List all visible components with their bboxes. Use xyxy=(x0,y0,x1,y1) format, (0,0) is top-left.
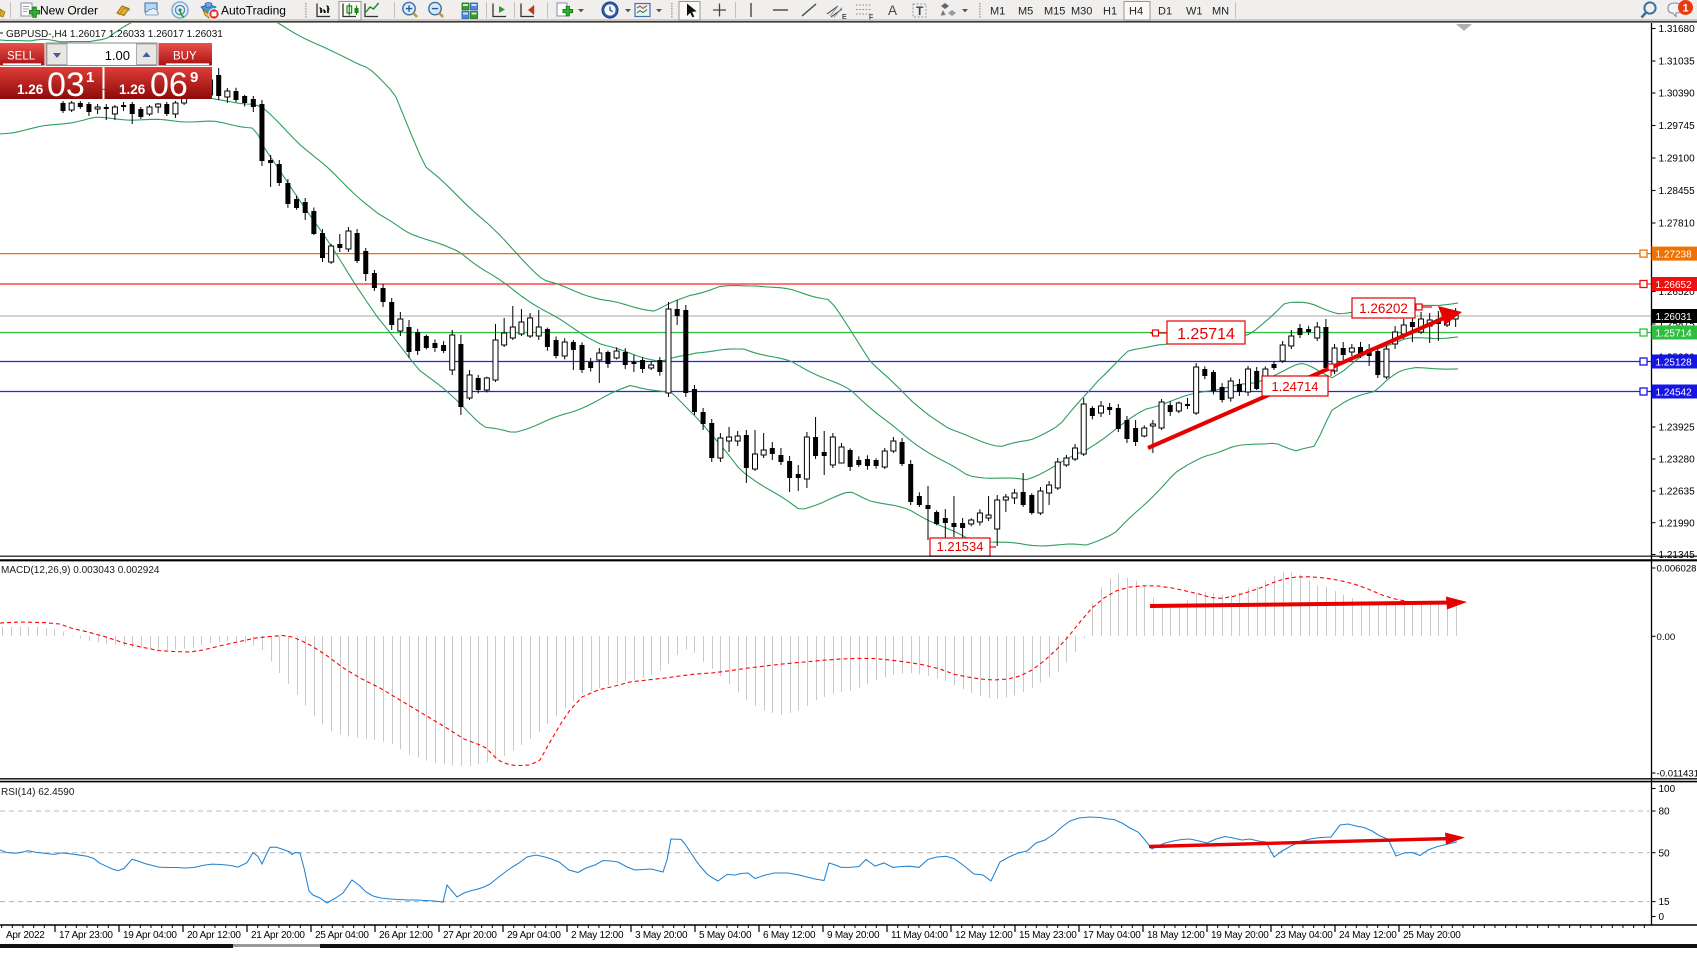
svg-text:15 May 23:00: 15 May 23:00 xyxy=(1019,930,1077,941)
svg-text:1.27238: 1.27238 xyxy=(1656,249,1693,260)
svg-text:26 Apr 12:00: 26 Apr 12:00 xyxy=(379,930,433,941)
svg-text:T: T xyxy=(916,4,924,18)
svg-text:-0.011431: -0.011431 xyxy=(1657,769,1697,780)
svg-text:3 May 20:00: 3 May 20:00 xyxy=(635,930,688,941)
svg-text:M1: M1 xyxy=(990,6,1005,18)
svg-text:W1: W1 xyxy=(1186,6,1203,18)
svg-text:6 May 12:00: 6 May 12:00 xyxy=(763,930,816,941)
svg-text:2 May 12:00: 2 May 12:00 xyxy=(571,930,624,941)
svg-text:18 May 12:00: 18 May 12:00 xyxy=(1147,930,1205,941)
svg-text:17 May 04:00: 17 May 04:00 xyxy=(1083,930,1141,941)
svg-text:1.26: 1.26 xyxy=(17,82,44,97)
svg-text:24 May 12:00: 24 May 12:00 xyxy=(1339,930,1397,941)
svg-text:New Order: New Order xyxy=(40,4,98,18)
svg-text:11 May 04:00: 11 May 04:00 xyxy=(891,930,949,941)
svg-text:M30: M30 xyxy=(1071,6,1092,18)
svg-text:0.00: 0.00 xyxy=(1657,632,1676,643)
svg-text:GBPUSD-,H4 1.26017 1.26033 1.: GBPUSD-,H4 1.26017 1.26033 1.26017 1.260… xyxy=(6,29,223,40)
svg-text:5 May 04:00: 5 May 04:00 xyxy=(699,930,752,941)
svg-text:1: 1 xyxy=(86,69,94,86)
svg-text:15: 15 xyxy=(1659,897,1671,908)
svg-text:D1: D1 xyxy=(1158,6,1172,18)
svg-text:29 Apr 04:00: 29 Apr 04:00 xyxy=(507,930,561,941)
svg-text:E: E xyxy=(842,14,847,21)
svg-text:1.29745: 1.29745 xyxy=(1659,121,1696,132)
svg-text:1.31680: 1.31680 xyxy=(1659,24,1696,35)
svg-text:12 May 12:00: 12 May 12:00 xyxy=(955,930,1013,941)
svg-text:1.27810: 1.27810 xyxy=(1659,219,1696,230)
svg-text:1.25128: 1.25128 xyxy=(1656,357,1693,368)
svg-text:1.24714: 1.24714 xyxy=(1272,379,1319,394)
svg-text:27 Apr 20:00: 27 Apr 20:00 xyxy=(443,930,497,941)
svg-text:06: 06 xyxy=(150,66,188,104)
svg-text:17 Apr 23:00: 17 Apr 23:00 xyxy=(59,930,113,941)
svg-text:SELL: SELL xyxy=(7,51,36,63)
svg-text:0: 0 xyxy=(1659,912,1665,923)
svg-text:H4: H4 xyxy=(1129,6,1143,18)
svg-text:03: 03 xyxy=(47,66,85,104)
svg-text:23 May 04:00: 23 May 04:00 xyxy=(1275,930,1333,941)
svg-text:1.21345: 1.21345 xyxy=(1659,550,1696,561)
svg-text:M5: M5 xyxy=(1018,6,1033,18)
svg-text:1.26031: 1.26031 xyxy=(1656,312,1693,323)
svg-text:AutoTrading: AutoTrading xyxy=(221,4,286,18)
svg-text:A: A xyxy=(888,3,897,18)
svg-text:9 May 20:00: 9 May 20:00 xyxy=(827,930,880,941)
svg-text:1.26202: 1.26202 xyxy=(1359,301,1408,316)
svg-text:1.21990: 1.21990 xyxy=(1659,518,1696,529)
svg-text:1.00: 1.00 xyxy=(105,48,130,63)
svg-text:1.26: 1.26 xyxy=(119,82,146,97)
svg-text:50: 50 xyxy=(1659,848,1671,859)
svg-text:19 Apr 04:00: 19 Apr 04:00 xyxy=(123,930,177,941)
svg-text:1.29100: 1.29100 xyxy=(1659,154,1696,165)
svg-text:1.31035: 1.31035 xyxy=(1659,57,1696,68)
svg-text:100: 100 xyxy=(1659,784,1676,795)
svg-text:1.30390: 1.30390 xyxy=(1659,89,1696,100)
svg-text:25 May 20:00: 25 May 20:00 xyxy=(1403,930,1461,941)
svg-text:1.23280: 1.23280 xyxy=(1659,455,1696,466)
svg-text:1.24542: 1.24542 xyxy=(1656,387,1693,398)
svg-text:19 May 20:00: 19 May 20:00 xyxy=(1211,930,1269,941)
svg-text:1.28455: 1.28455 xyxy=(1659,186,1696,197)
svg-text:BUY: BUY xyxy=(173,51,197,63)
svg-text:0.006028: 0.006028 xyxy=(1657,564,1697,575)
svg-text:1.22635: 1.22635 xyxy=(1659,487,1696,498)
svg-text:1.26652: 1.26652 xyxy=(1656,280,1693,291)
svg-text:1.25714: 1.25714 xyxy=(1177,326,1235,343)
svg-text:M15: M15 xyxy=(1044,6,1065,18)
svg-text:1.21534: 1.21534 xyxy=(937,539,984,554)
svg-text:H1: H1 xyxy=(1103,6,1117,18)
svg-text:MACD(12,26,9) 0.003043 0.00292: MACD(12,26,9) 0.003043 0.002924 xyxy=(1,565,160,576)
svg-text:25 Apr 04:00: 25 Apr 04:00 xyxy=(315,930,369,941)
svg-text:20 Apr 12:00: 20 Apr 12:00 xyxy=(187,930,241,941)
svg-text:RSI(14) 62.4590: RSI(14) 62.4590 xyxy=(1,787,75,798)
svg-text:80: 80 xyxy=(1659,807,1671,818)
svg-text:21 Apr 20:00: 21 Apr 20:00 xyxy=(251,930,305,941)
svg-text:MN: MN xyxy=(1212,6,1229,18)
svg-text:1.23925: 1.23925 xyxy=(1659,423,1696,434)
svg-text:Apr 2022: Apr 2022 xyxy=(6,930,45,941)
svg-text:9: 9 xyxy=(190,69,198,86)
svg-text:1.25714: 1.25714 xyxy=(1656,328,1693,339)
svg-text:F: F xyxy=(869,15,873,22)
svg-text:1: 1 xyxy=(1682,3,1688,15)
